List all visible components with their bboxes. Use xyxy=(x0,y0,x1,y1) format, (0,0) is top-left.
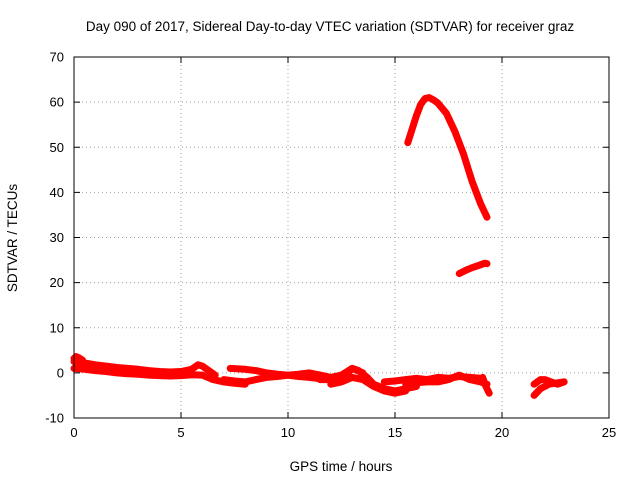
y-tick-label: 0 xyxy=(57,365,64,380)
series-arc-tail-19 xyxy=(479,373,493,397)
x-tick-label: 25 xyxy=(602,425,616,440)
series-arc-mid-2 xyxy=(220,371,335,386)
y-tick-label: 20 xyxy=(50,275,64,290)
series-arc-main-lower xyxy=(70,364,249,388)
series-arc-22-24 xyxy=(455,259,491,278)
y-tick-label: 10 xyxy=(50,320,64,335)
y-tick-label: 30 xyxy=(50,230,64,245)
y-axis-label: SDTVAR / TECUs xyxy=(5,184,20,293)
series-arc-peak xyxy=(404,94,491,221)
x-tick-label: 0 xyxy=(70,425,77,440)
series-arc-dip-15 xyxy=(327,373,410,397)
y-tick-label: 50 xyxy=(50,140,64,155)
series-arc-early-spike xyxy=(70,353,87,364)
series-arc-main-upper xyxy=(70,358,219,379)
series-layer xyxy=(70,94,568,399)
series-arc-late-b xyxy=(530,378,568,399)
y-tick-label: 60 xyxy=(50,95,64,110)
x-tick-label: 15 xyxy=(388,425,402,440)
series-arc-low-16-19b xyxy=(402,371,491,388)
grid-lines xyxy=(74,57,609,418)
x-tick-label: 10 xyxy=(281,425,295,440)
x-tick-label: 20 xyxy=(495,425,509,440)
chart-title: Day 090 of 2017, Sidereal Day-to-day VTE… xyxy=(86,19,574,34)
y-tick-label: 70 xyxy=(50,50,64,65)
y-tick-label: 40 xyxy=(50,185,64,200)
axis-ticks: 0 5 10 15 20 25 -10 0 10 20 30 40 50 60 70 xyxy=(45,50,616,441)
x-tick-label: 5 xyxy=(177,425,184,440)
x-axis-label: GPS time / hours xyxy=(290,459,393,474)
y-tick-label: -10 xyxy=(45,411,64,426)
